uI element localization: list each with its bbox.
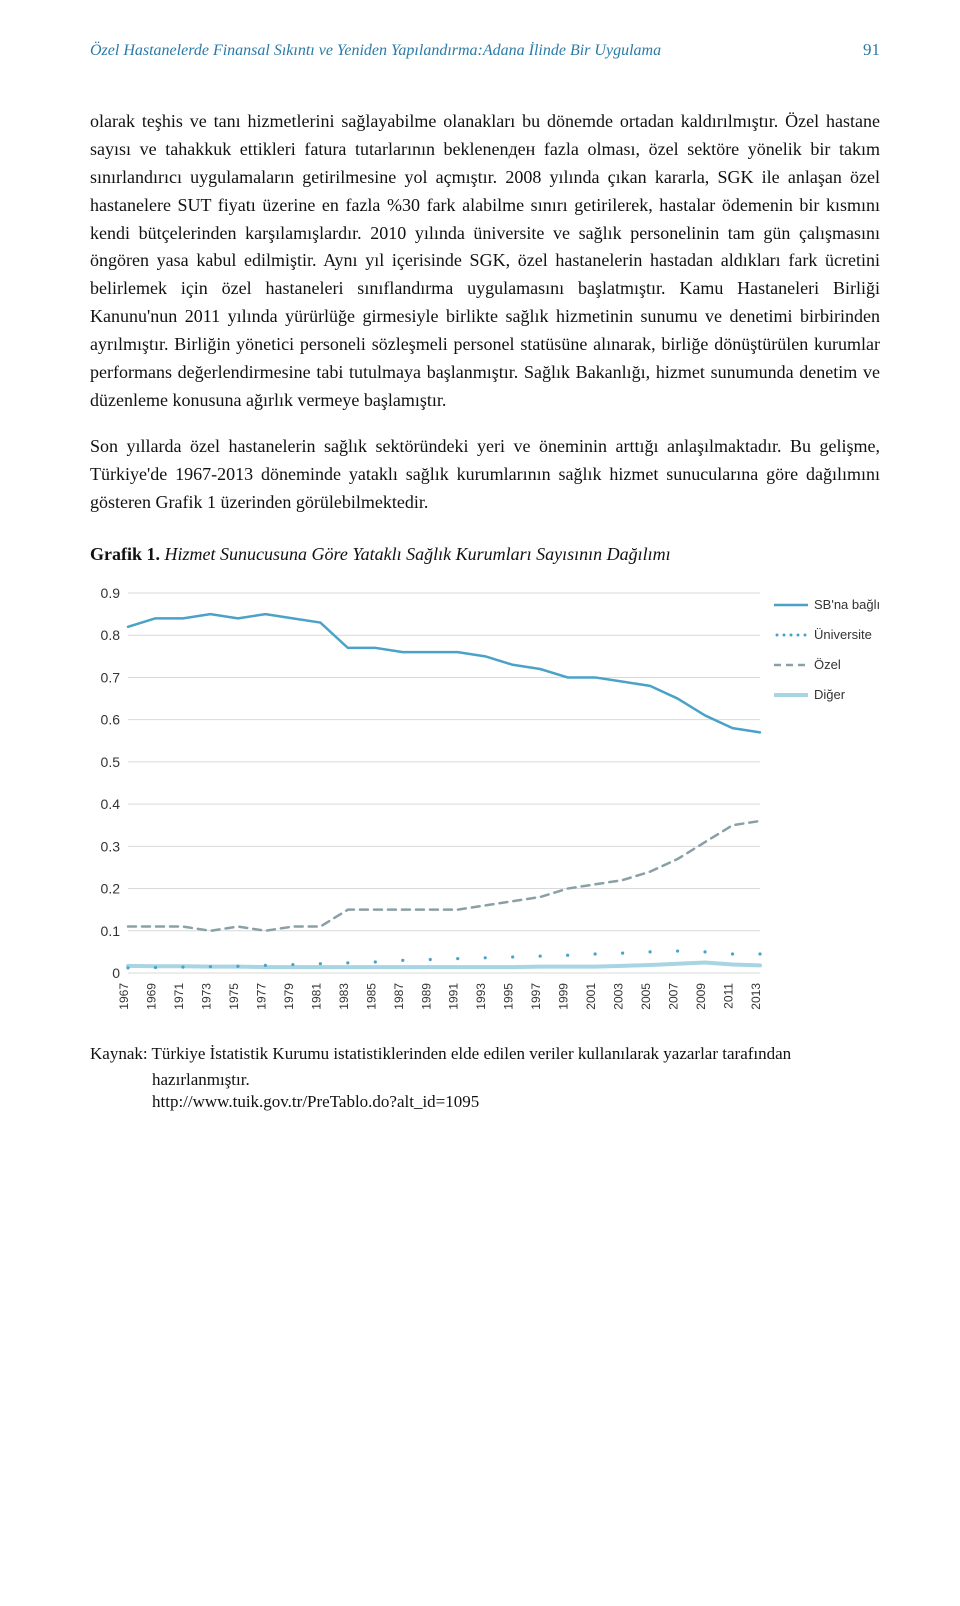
svg-text:0.3: 0.3 — [101, 839, 121, 855]
figure-source: Kaynak: Türkiye İstatistik Kurumu istati… — [90, 1041, 880, 1092]
svg-text:1971: 1971 — [172, 983, 186, 1010]
svg-text:2013: 2013 — [749, 983, 763, 1010]
svg-text:0.6: 0.6 — [101, 712, 121, 728]
svg-text:Üniversite: Üniversite — [814, 627, 872, 642]
svg-text:2007: 2007 — [667, 983, 681, 1010]
line-chart: 0 0.1 0.2 0.3 0.4 0.5 0.6 0.7 0.8 0.9 1967 1969 1971… — [90, 583, 880, 1023]
svg-text:1981: 1981 — [309, 983, 323, 1010]
svg-text:1977: 1977 — [254, 983, 268, 1010]
svg-text:0.5: 0.5 — [101, 754, 121, 770]
page-number: 91 — [863, 40, 880, 60]
svg-text:0.7: 0.7 — [101, 670, 121, 686]
svg-text:SB'na bağlı: SB'na bağlı — [814, 597, 880, 612]
svg-text:2003: 2003 — [612, 983, 626, 1010]
svg-text:0.2: 0.2 — [101, 881, 121, 897]
svg-text:Özel: Özel — [814, 657, 841, 672]
svg-text:1969: 1969 — [144, 983, 158, 1010]
svg-text:1979: 1979 — [282, 983, 296, 1010]
svg-text:0.9: 0.9 — [101, 585, 121, 601]
svg-text:0: 0 — [112, 965, 120, 981]
paragraph-1: olarak teşhis ve tanı hizmetlerini sağla… — [90, 108, 880, 415]
figure-title-text: Hizmet Sunucusuna Göre Yataklı Sağlık Ku… — [165, 544, 671, 564]
svg-text:1983: 1983 — [337, 983, 351, 1010]
svg-text:2011: 2011 — [722, 983, 736, 1009]
svg-text:1989: 1989 — [419, 983, 433, 1010]
svg-text:1999: 1999 — [557, 983, 571, 1010]
svg-text:1991: 1991 — [447, 983, 461, 1010]
svg-text:1973: 1973 — [199, 983, 213, 1010]
running-title: Özel Hastanelerde Finansal Sıkıntı ve Ye… — [90, 42, 661, 60]
paragraph-2: Son yıllarda özel hastanelerin sağlık se… — [90, 433, 880, 517]
svg-text:0.4: 0.4 — [101, 797, 121, 813]
svg-text:1993: 1993 — [474, 983, 488, 1010]
chart-container: 0 0.1 0.2 0.3 0.4 0.5 0.6 0.7 0.8 0.9 1967 1969 1971… — [90, 583, 880, 1023]
svg-text:1975: 1975 — [227, 983, 241, 1010]
svg-text:1997: 1997 — [529, 983, 543, 1010]
svg-text:1985: 1985 — [364, 983, 378, 1010]
svg-text:1967: 1967 — [117, 983, 131, 1010]
svg-text:Diğer: Diğer — [814, 687, 846, 702]
svg-text:2005: 2005 — [639, 983, 653, 1010]
svg-text:2001: 2001 — [584, 983, 598, 1010]
source-label: Kaynak: — [90, 1044, 148, 1063]
figure-source-url: http://www.tuik.gov.tr/PreTablo.do?alt_i… — [90, 1092, 880, 1112]
source-text: Türkiye İstatistik Kurumu istatistikleri… — [152, 1044, 792, 1089]
svg-text:1987: 1987 — [392, 983, 406, 1010]
figure-label: Grafik 1. — [90, 544, 160, 564]
svg-text:0.1: 0.1 — [101, 923, 121, 939]
svg-text:2009: 2009 — [694, 983, 708, 1010]
svg-text:0.8: 0.8 — [101, 628, 121, 644]
running-header: Özel Hastanelerde Finansal Sıkıntı ve Ye… — [90, 40, 880, 60]
figure-caption: Grafik 1. Hizmet Sunucusuna Göre Yataklı… — [90, 544, 880, 565]
svg-text:1995: 1995 — [502, 983, 516, 1010]
